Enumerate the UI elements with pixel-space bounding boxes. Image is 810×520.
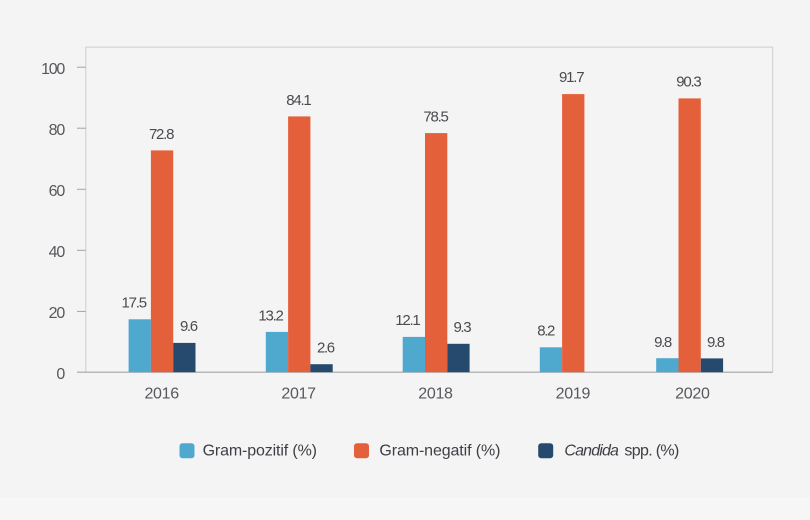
svg-text:9.8: 9.8 — [707, 334, 725, 351]
svg-text:8.2: 8.2 — [537, 323, 555, 340]
svg-text:90.3: 90.3 — [676, 74, 702, 91]
svg-text:60: 60 — [49, 183, 66, 200]
svg-text:Candida: Candida — [564, 443, 619, 460]
svg-text:78.5: 78.5 — [423, 108, 449, 125]
svg-text:9.3: 9.3 — [453, 319, 471, 336]
svg-text:2018: 2018 — [418, 386, 453, 403]
svg-text:2019: 2019 — [556, 386, 591, 403]
svg-text:17.5: 17.5 — [122, 294, 148, 311]
svg-text:0: 0 — [56, 366, 65, 383]
svg-text:40: 40 — [49, 244, 66, 261]
svg-text:91.7: 91.7 — [559, 69, 585, 86]
svg-text:72.8: 72.8 — [149, 126, 175, 143]
svg-text:2.6: 2.6 — [317, 340, 335, 357]
svg-text:spp. (%): spp. (%) — [624, 443, 679, 460]
svg-text:2020: 2020 — [675, 386, 710, 403]
svg-text:84.1: 84.1 — [286, 92, 312, 109]
svg-text:80: 80 — [49, 122, 66, 139]
svg-text:Gram-pozitif (%): Gram-pozitif (%) — [203, 443, 317, 460]
svg-text:Gram-negatif (%): Gram-negatif (%) — [379, 443, 500, 460]
svg-text:9.8: 9.8 — [654, 334, 672, 351]
svg-text:12.1: 12.1 — [395, 312, 421, 329]
svg-text:100: 100 — [41, 61, 65, 78]
svg-text:2016: 2016 — [144, 386, 179, 403]
svg-text:2017: 2017 — [281, 386, 316, 403]
svg-text:20: 20 — [49, 305, 66, 322]
svg-text:9.6: 9.6 — [180, 318, 198, 335]
svg-text:13.2: 13.2 — [258, 307, 284, 324]
